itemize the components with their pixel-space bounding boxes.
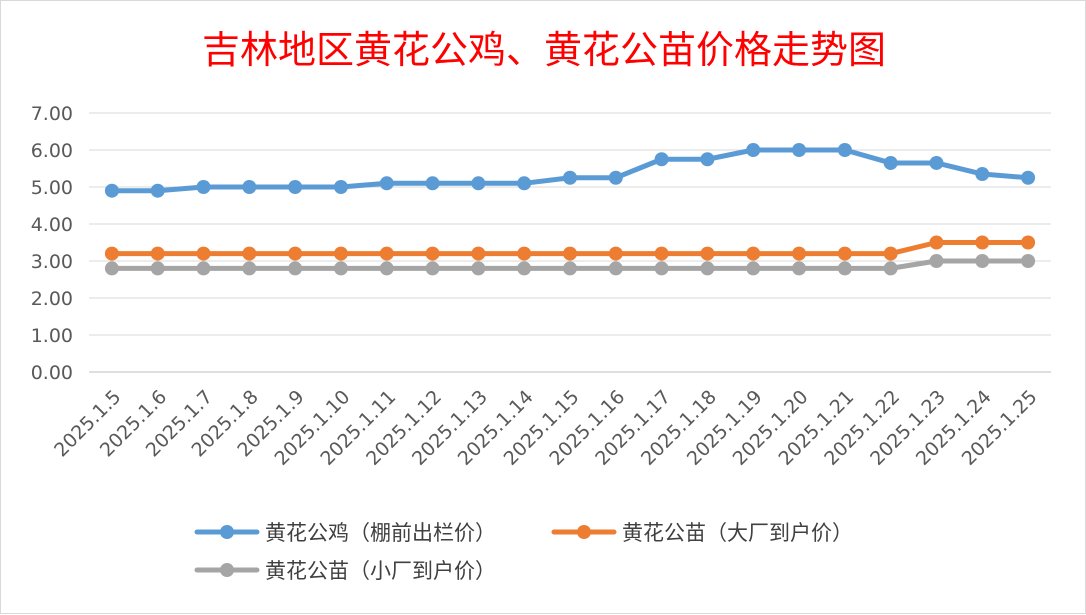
data-point [150, 261, 165, 276]
data-point [929, 155, 944, 170]
data-point [1021, 235, 1036, 250]
data-point [700, 261, 715, 276]
y-tick-label: 4.00 [31, 214, 73, 236]
data-point [654, 246, 669, 261]
data-point [425, 246, 440, 261]
data-point [700, 152, 715, 167]
data-point [288, 261, 303, 276]
legend-item: 黄花公苗（小厂到户价） [194, 559, 496, 583]
data-point [746, 261, 761, 276]
y-tick-label: 6.00 [31, 140, 73, 162]
data-point [196, 180, 211, 194]
data-point [104, 183, 119, 198]
data-point [792, 246, 807, 261]
y-tick-label: 1.00 [31, 325, 73, 347]
data-point [517, 261, 532, 276]
legend-item: 黄花公鸡（棚前出栏价） [194, 521, 496, 545]
data-point [1021, 254, 1036, 268]
x-axis-ticks: 2025.1.52025.1.62025.1.72025.1.82025.1.9… [50, 386, 1042, 470]
data-point [471, 176, 486, 191]
y-tick-label: 7.00 [31, 103, 73, 125]
data-point [333, 246, 348, 261]
data-point [837, 246, 852, 261]
data-point [333, 180, 348, 194]
data-point [150, 246, 165, 261]
data-point [563, 261, 577, 276]
data-point [196, 246, 211, 261]
data-point [608, 246, 623, 261]
data-point [608, 261, 623, 276]
y-axis-ticks: 0.00 1.00 2.00 3.00 4.00 5.00 6.00 7.00 [31, 103, 73, 384]
data-point [379, 261, 394, 276]
data-point [196, 261, 211, 276]
data-point [471, 261, 486, 276]
data-point [883, 261, 898, 276]
series-lines [104, 143, 1036, 276]
data-point [654, 152, 669, 167]
data-point [104, 246, 119, 261]
data-point [929, 254, 944, 268]
series-group [104, 235, 1036, 261]
series-group [104, 254, 1036, 276]
data-point [242, 246, 257, 261]
legend-swatch-marker [220, 563, 234, 577]
data-point [654, 261, 669, 276]
data-point [975, 167, 990, 182]
data-point [333, 261, 348, 276]
legend-label: 黄花公苗（小厂到户价） [265, 559, 496, 583]
data-point [746, 143, 761, 157]
legend-label: 黄花公鸡（棚前出栏价） [265, 521, 496, 545]
y-tick-label: 2.00 [31, 288, 73, 310]
data-point [837, 143, 852, 157]
legend: 黄花公鸡（棚前出栏价） 黄花公苗（大厂到户价） 黄花公苗（小厂到户价） [194, 521, 853, 583]
data-point [425, 176, 440, 191]
data-point [563, 246, 577, 261]
y-tick-label: 0.00 [31, 362, 73, 384]
gridlines [89, 112, 1051, 373]
chart-title: 吉林地区黄花公鸡、黄花公苗价格走势图 [202, 28, 886, 72]
data-point [975, 235, 990, 250]
data-point [883, 155, 898, 170]
y-tick-label: 5.00 [31, 177, 73, 199]
data-point [792, 261, 807, 276]
data-point [242, 261, 257, 276]
data-point [975, 254, 990, 268]
data-point [471, 246, 486, 261]
legend-swatch-marker [220, 525, 234, 539]
data-point [1021, 170, 1036, 185]
data-point [379, 176, 394, 191]
data-point [883, 246, 898, 261]
data-point [563, 170, 577, 185]
data-point [150, 183, 165, 198]
data-point [837, 261, 852, 276]
legend-item: 黄花公苗（大厂到户价） [551, 521, 853, 545]
data-point [929, 235, 944, 250]
data-point [746, 246, 761, 261]
data-point [242, 180, 257, 194]
series-group [104, 143, 1036, 198]
data-point [104, 261, 119, 276]
data-point [425, 261, 440, 276]
y-tick-label: 3.00 [31, 251, 73, 273]
data-point [379, 246, 394, 261]
data-point [792, 143, 807, 157]
data-point [700, 246, 715, 261]
data-point [288, 180, 303, 194]
legend-swatch-marker [577, 525, 591, 539]
legend-label: 黄花公苗（大厂到户价） [622, 521, 853, 545]
data-point [517, 176, 532, 191]
data-point [288, 246, 303, 261]
data-point [608, 170, 623, 185]
data-point [517, 246, 532, 261]
